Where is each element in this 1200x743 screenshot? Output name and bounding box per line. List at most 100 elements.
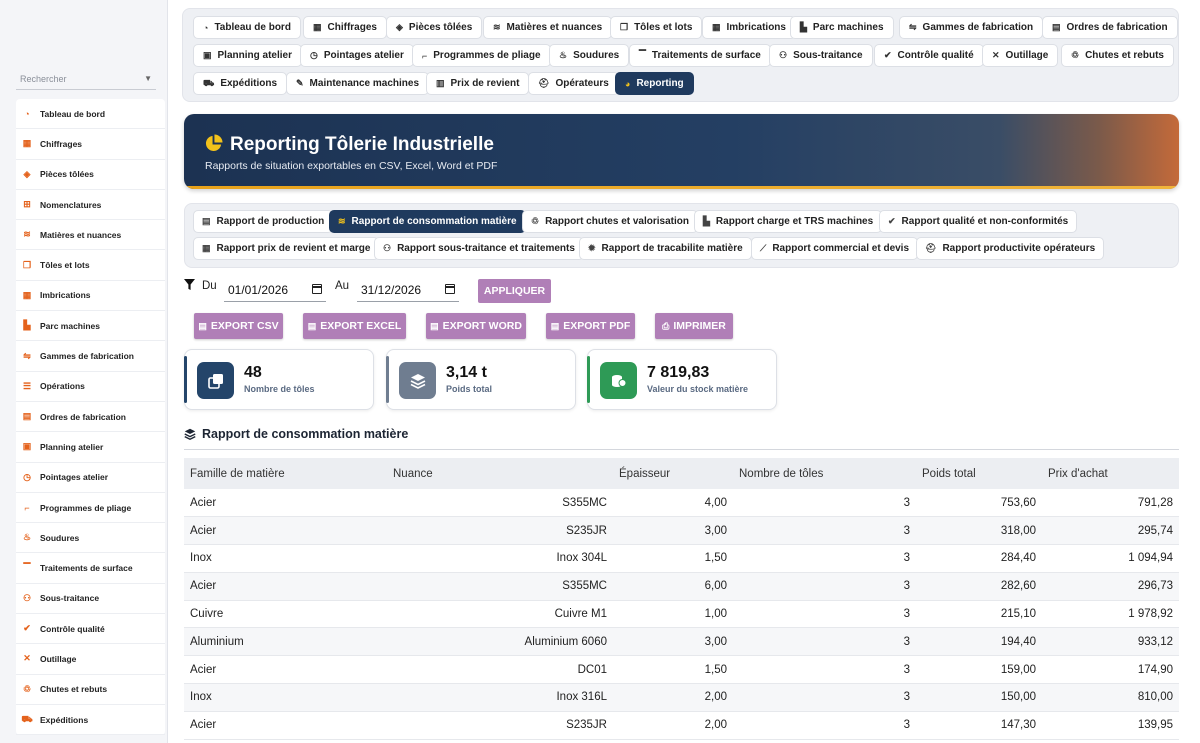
- nav-item[interactable]: ✕ Outillage: [982, 44, 1059, 67]
- dashboard-icon: ◔: [24, 108, 30, 119]
- nav-item[interactable]: ⇋ Gammes de fabrication: [899, 16, 1044, 39]
- truck-icon: ⛟: [21, 713, 33, 724]
- sidebar-item[interactable]: ◷ Pointages atelier: [16, 463, 165, 493]
- to-date-input[interactable]: 31/12/2026: [357, 278, 459, 302]
- export-csv-button[interactable]: ▤ EXPORT CSV: [194, 313, 283, 339]
- table-row[interactable]: Aluminium Aluminium 6060 3,00 3 194,40 933,12: [184, 627, 1179, 657]
- table-row[interactable]: Acier S355MC 6,00 3 282,60 296,73: [184, 572, 1179, 601]
- nav-item[interactable]: ◷ Pointages atelier: [300, 44, 414, 67]
- nav-item[interactable]: ▣ Planning atelier: [193, 44, 302, 67]
- sidebar-item[interactable]: ▦ Imbrications: [16, 281, 165, 312]
- nav-item[interactable]: ❐ Tôles et lots: [610, 16, 703, 39]
- table-row[interactable]: Acier S355MC 4,00 3 753,60 791,28: [184, 489, 1179, 518]
- table-cell: Acier: [184, 516, 387, 546]
- sidebar-item[interactable]: ♲ Chutes et rebuts: [16, 675, 165, 705]
- report-tab[interactable]: ▦ Rapport prix de revient et marge: [193, 237, 380, 260]
- nav-item[interactable]: ⚇ Sous-traitance: [769, 44, 873, 67]
- table-row[interactable]: Acier DC01 1,50 3 159,00 174,90: [184, 655, 1179, 685]
- consumption-table: Famille de matière Nuance Épaisseur Nombre …: [184, 458, 1179, 740]
- sidebar-item[interactable]: ♨ Soudures: [16, 523, 165, 554]
- table-cell: 753,60: [916, 489, 1042, 518]
- column-header[interactable]: Poids total: [916, 458, 1042, 489]
- nav-item[interactable]: ⌐ Programmes de pliage: [412, 44, 551, 67]
- sidebar-item[interactable]: ◈ Pièces tôlées: [16, 160, 165, 190]
- column-header[interactable]: Prix d'achat: [1042, 458, 1179, 489]
- report-tab[interactable]: ⟋ Rapport commercial et devis: [751, 237, 919, 260]
- sidebar-item[interactable]: ⊞ Nomenclatures: [16, 190, 165, 221]
- export-word-button[interactable]: ▤ EXPORT WORD: [426, 313, 526, 339]
- export-pdf-button[interactable]: ▤ EXPORT PDF: [546, 313, 635, 339]
- nav-item[interactable]: ▥ Prix de revient: [426, 72, 530, 95]
- print-button[interactable]: ⎙ IMPRIMER: [655, 313, 733, 339]
- export-excel-button[interactable]: ▤ EXPORT EXCEL: [303, 313, 406, 339]
- sidebar-item[interactable]: ✕ Outillage: [16, 644, 165, 675]
- sidebar-item[interactable]: ▙ Parc machines: [16, 311, 165, 342]
- sidebar-item-label: Traitements de surface: [40, 563, 133, 574]
- sidebar-item[interactable]: ≋ Matières et nuances: [16, 220, 165, 251]
- nav-item[interactable]: ⛑ Opérateurs: [528, 72, 619, 95]
- table-row[interactable]: Acier S235JR 3,00 3 318,00 295,74: [184, 516, 1179, 546]
- report-tab[interactable]: ⛑ Rapport productivite opérateurs: [916, 237, 1105, 260]
- column-header[interactable]: Famille de matière: [184, 458, 387, 489]
- table-row[interactable]: Inox Inox 316L 2,00 3 150,00 810,00: [184, 683, 1179, 712]
- sidebar-search-select[interactable]: Rechercher ▼: [16, 68, 156, 90]
- table-row[interactable]: Acier S235JR 2,00 3 147,30 139,95: [184, 711, 1179, 740]
- nav-item[interactable]: ▦ Imbrications: [702, 16, 796, 39]
- print-label: IMPRIMER: [673, 320, 726, 332]
- column-header[interactable]: Épaisseur: [613, 458, 733, 489]
- nav-item[interactable]: ▙ Parc machines: [790, 16, 894, 39]
- report-tab[interactable]: ≋ Rapport de consommation matière: [329, 210, 526, 233]
- nav-item[interactable]: ♨ Soudures: [549, 44, 630, 67]
- nav-item[interactable]: ✔ Contrôle qualité: [874, 44, 984, 67]
- sidebar-item[interactable]: ❐ Tôles et lots: [16, 250, 165, 281]
- report-tab[interactable]: ▤ Rapport de production: [193, 210, 334, 233]
- sidebar-item[interactable]: ☰ Opérations: [16, 372, 165, 402]
- sidebar-search-placeholder: Rechercher: [20, 74, 67, 84]
- kpi-value: 3,14 t: [446, 364, 487, 381]
- sidebar-item[interactable]: ▣ Planning atelier: [16, 432, 165, 463]
- sidebar-item[interactable]: ▤ Ordres de fabrication: [16, 402, 165, 433]
- sidebar-item-label: Gammes de fabrication: [40, 351, 135, 362]
- table-row[interactable]: Inox Inox 304L 1,50 3 284,40 1 094,94: [184, 544, 1179, 573]
- nav-item[interactable]: ✎ Maintenance machines: [286, 72, 430, 95]
- nav-item[interactable]: ⛟ Expéditions: [193, 72, 288, 95]
- sidebar-item[interactable]: ◔ Tableau de bord: [16, 99, 165, 130]
- report-tab-label: Rapport prix de revient et marge: [216, 243, 371, 254]
- report-tab[interactable]: ♲ Rapport chutes et valorisation: [522, 210, 698, 233]
- nav-item[interactable]: ◈ Pièces tôlées: [386, 16, 483, 39]
- column-header[interactable]: Nuance: [387, 458, 613, 489]
- sidebar-item[interactable]: ▔ Traitements de surface: [16, 553, 165, 584]
- nav-item[interactable]: ▤ Ordres de fabrication: [1042, 16, 1178, 39]
- nav-item-label: Pointages atelier: [323, 50, 404, 61]
- nav-item[interactable]: ▔ Traitements de surface: [629, 44, 771, 67]
- report-tab[interactable]: ⚇ Rapport sous-traitance et traitements: [374, 237, 584, 260]
- nav-item[interactable]: ▦ Chiffrages: [303, 16, 387, 39]
- table-row[interactable]: Cuivre Cuivre M1 1,00 3 215,10 1 978,92: [184, 600, 1179, 629]
- report-tab[interactable]: ▙ Rapport charge et TRS machines: [694, 210, 883, 233]
- calendar-icon[interactable]: [312, 284, 322, 294]
- column-header[interactable]: Nombre de tôles: [733, 458, 916, 489]
- sidebar-item[interactable]: ⚇ Sous-traitance: [16, 584, 165, 615]
- handshake-icon: ⚇: [383, 243, 392, 253]
- clipboard-icon: ▤: [1052, 22, 1061, 32]
- nav-item[interactable]: ◕ Reporting: [615, 72, 694, 95]
- nav-item-label: Outillage: [1005, 50, 1049, 61]
- calendar-icon[interactable]: [445, 284, 455, 294]
- nav-item[interactable]: ♲ Chutes et rebuts: [1061, 44, 1174, 67]
- table-cell: 318,00: [916, 516, 1042, 546]
- sidebar-item[interactable]: ✔ Contrôle qualité: [16, 614, 165, 645]
- report-tab-label: Rapport de consommation matière: [351, 216, 517, 227]
- nav-item[interactable]: ◔ Tableau de bord: [193, 16, 301, 39]
- sidebar-item[interactable]: ⇋ Gammes de fabrication: [16, 341, 165, 372]
- report-tab-label: Rapport commercial et devis: [772, 243, 910, 254]
- report-tab[interactable]: ✹ Rapport de tracabilite matière: [579, 237, 752, 260]
- table-cell: 3,00: [613, 516, 733, 546]
- sidebar-item[interactable]: ▦ Chiffrages: [16, 129, 165, 160]
- sidebar-item[interactable]: ⛟ Expéditions: [16, 705, 165, 736]
- sidebar: Rechercher ▼ ◔ Tableau de bord ▦ Chiffrages…: [0, 0, 168, 743]
- from-date-input[interactable]: 01/01/2026: [224, 278, 326, 302]
- report-tab[interactable]: ✔ Rapport qualité et non-conformités: [879, 210, 1078, 233]
- apply-button[interactable]: APPLIQUER: [478, 279, 551, 303]
- sidebar-item[interactable]: ⌐ Programmes de pliage: [16, 493, 165, 524]
- nav-item[interactable]: ≋ Matières et nuances: [483, 16, 613, 39]
